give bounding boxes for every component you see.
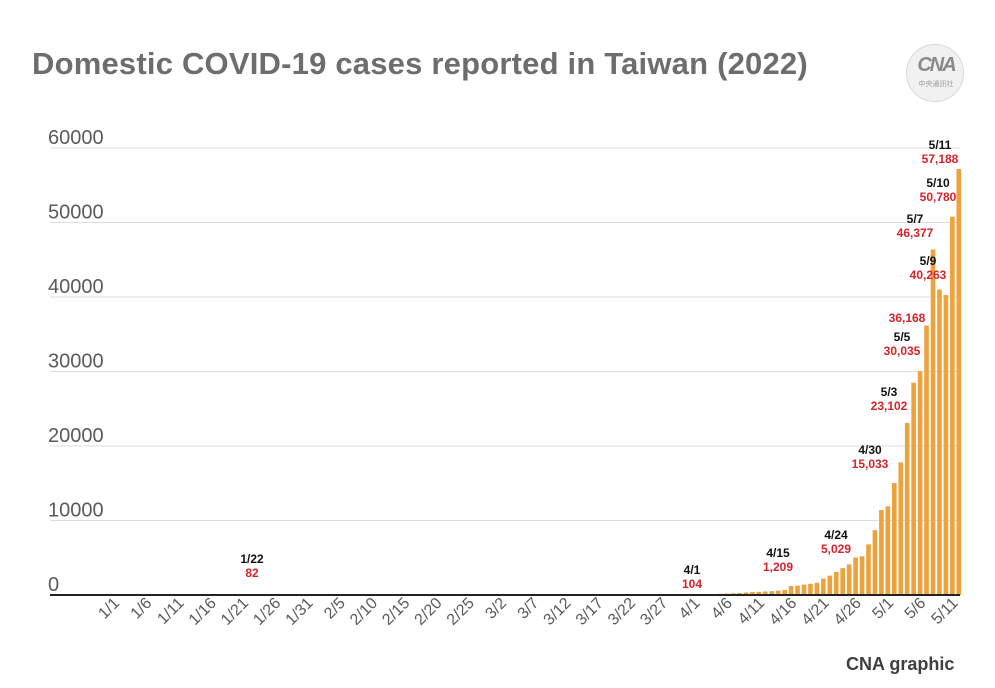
- annotation-value: 46,377: [897, 226, 934, 240]
- annotation-value: 50,780: [920, 190, 957, 204]
- x-tick-label: 3/7: [515, 595, 543, 623]
- bar: [866, 544, 871, 595]
- logo-subtitle: 中央通訊社: [918, 81, 954, 88]
- bar: [782, 589, 787, 595]
- y-tick-label: 0: [48, 574, 59, 596]
- bar: [756, 591, 762, 595]
- annotation-date: 5/10: [926, 176, 950, 190]
- bar: [911, 382, 916, 595]
- x-tick-label: 2/10: [347, 595, 381, 629]
- bar: [943, 295, 949, 595]
- bar: [833, 571, 839, 595]
- y-tick-label: 30000: [48, 351, 104, 373]
- bar: [808, 583, 813, 595]
- bar: [769, 591, 775, 595]
- x-tick-label: 1/26: [250, 595, 284, 629]
- bar: [853, 557, 858, 595]
- bar: [821, 578, 826, 595]
- bar: [801, 584, 807, 595]
- bar: [737, 592, 742, 595]
- annotation-value: 104: [682, 577, 702, 591]
- x-tick-label: 2/5: [321, 595, 349, 623]
- annotation-value: 1,209: [763, 560, 793, 574]
- chart-title: Domestic COVID-19 cases reported in Taiw…: [32, 46, 808, 81]
- x-tick-label: 1/21: [218, 595, 252, 629]
- annotation-value: 5,029: [821, 542, 851, 556]
- bar: [743, 592, 749, 595]
- logo-mark: CNA: [917, 54, 956, 76]
- bar: [775, 590, 781, 595]
- x-tick-label: 3/27: [637, 595, 671, 629]
- x-tick-label: 2/25: [444, 595, 478, 629]
- bar: [846, 564, 852, 595]
- annotation-date: 5/5: [894, 330, 911, 344]
- bar: [814, 582, 820, 595]
- x-tick-label: 4/21: [799, 595, 833, 629]
- annotation-date: 4/1: [684, 563, 701, 577]
- x-tick-label: 1/16: [186, 595, 220, 629]
- x-tick-label: 2/20: [412, 595, 446, 629]
- cna-logo: CNA 中央通訊社: [906, 44, 964, 102]
- bar: [885, 506, 891, 595]
- bar: [917, 371, 923, 595]
- x-tick-label: 5/6: [902, 595, 930, 623]
- bar: [930, 249, 936, 596]
- annotation-value: 30,035: [884, 344, 921, 358]
- bar: [840, 568, 845, 595]
- x-tick-label: 4/11: [735, 595, 768, 628]
- bar: [827, 575, 833, 595]
- x-tick-label: 4/26: [831, 595, 865, 629]
- annotation-date: 5/7: [907, 212, 924, 226]
- annotation-date: 5/3: [881, 385, 898, 399]
- x-tick-label: 1/11: [154, 595, 187, 628]
- x-tick-label: 4/6: [708, 595, 736, 623]
- annotation-date: 5/11: [929, 138, 952, 152]
- bar: [956, 168, 962, 595]
- annotation-date: 4/30: [858, 443, 882, 457]
- bar: [872, 530, 878, 595]
- annotation-value: 23,102: [871, 399, 908, 413]
- y-tick-label: 10000: [48, 500, 104, 522]
- annotation-value: 40,263: [910, 268, 947, 282]
- y-tick-label: 60000: [48, 127, 104, 149]
- bar: [898, 462, 904, 595]
- bar: [750, 592, 755, 595]
- x-tick-label: 3/2: [482, 595, 510, 623]
- x-tick-label: 4/1: [676, 595, 704, 623]
- x-tick-label: 5/11: [928, 595, 961, 628]
- y-tick-label: 40000: [48, 276, 104, 298]
- annotation-date: 5/9: [920, 254, 937, 268]
- bar: [795, 585, 800, 595]
- bar: [924, 325, 929, 595]
- x-tick-label: 1/31: [283, 595, 317, 629]
- bar: [763, 591, 768, 595]
- x-tick-label: 5/1: [869, 595, 897, 623]
- x-tick-label: 1/1: [95, 595, 123, 623]
- annotation-date: 4/24: [824, 528, 848, 542]
- x-tick-label: 3/17: [573, 595, 607, 629]
- annotation-date: 4/15: [766, 546, 790, 560]
- bar: [892, 483, 897, 595]
- credit-text: CNA graphic: [846, 654, 955, 674]
- annotation-value: 36,168: [889, 311, 926, 325]
- annotation-value: 15,033: [852, 457, 889, 471]
- x-tick-label: 1/6: [128, 595, 156, 623]
- x-tick-label: 4/16: [766, 595, 800, 629]
- bar: [904, 422, 910, 595]
- x-tick-label: 2/15: [379, 595, 413, 629]
- annotation-date: 1/22: [240, 552, 264, 566]
- x-tick-label: 3/22: [605, 595, 639, 629]
- y-tick-label: 20000: [48, 425, 104, 447]
- bar: [788, 585, 794, 595]
- bar: [950, 216, 955, 595]
- bar: [879, 510, 884, 595]
- bar: [937, 289, 942, 595]
- bar: [859, 556, 865, 595]
- y-tick-label: 50000: [48, 202, 104, 224]
- x-tick-label: 3/12: [541, 595, 575, 629]
- annotation-value: 82: [245, 566, 259, 580]
- annotation-value: 57,188: [922, 152, 959, 166]
